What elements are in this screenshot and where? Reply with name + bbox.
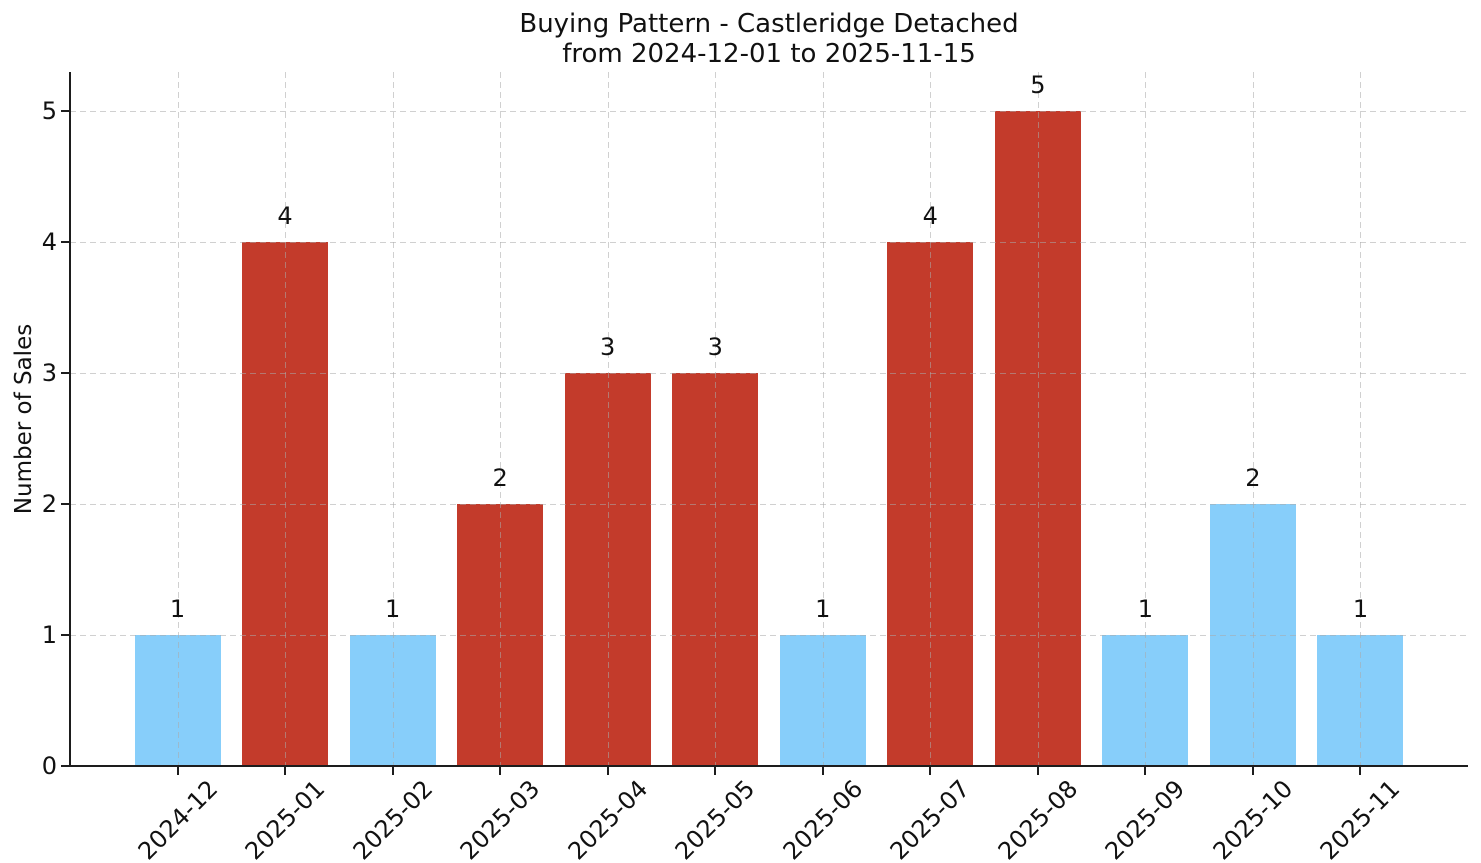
y-tick-label: 3 xyxy=(41,359,57,387)
horizontal-gridline xyxy=(70,241,1468,243)
bar-value-label: 1 xyxy=(169,595,186,623)
bar-value-label: 2 xyxy=(492,464,508,492)
vertical-gridline xyxy=(285,72,287,766)
y-tick-label: 4 xyxy=(41,228,57,256)
vertical-gridline xyxy=(607,72,609,766)
x-tick-mark xyxy=(714,767,717,775)
x-axis-spine xyxy=(63,765,1468,767)
bar-value-label: 2 xyxy=(1245,464,1261,492)
bar-value-label: 3 xyxy=(707,333,723,361)
bar-value-label: 1 xyxy=(1137,595,1154,623)
y-tick-label: 1 xyxy=(41,621,57,649)
x-tick-label: 2025-01 xyxy=(239,774,331,863)
x-tick-mark xyxy=(1251,767,1254,775)
x-tick-label: 2025-02 xyxy=(347,774,438,863)
y-tick-label: 2 xyxy=(41,490,57,518)
chart-title-line1: Buying Pattern - Castleridge Detached xyxy=(519,9,1019,39)
x-tick-mark xyxy=(176,767,179,775)
horizontal-gridline xyxy=(70,110,1468,112)
x-tick-label: 2025-05 xyxy=(669,774,761,863)
y-tick-mark xyxy=(61,372,70,374)
x-tick-mark xyxy=(284,767,287,775)
chart-title-line2: from 2024-12-01 to 2025-11-15 xyxy=(562,39,976,69)
vertical-gridline xyxy=(1037,72,1039,766)
x-tick-mark xyxy=(606,767,609,775)
bar-value-label: 1 xyxy=(384,595,401,623)
bar-value-label: 1 xyxy=(815,595,831,623)
x-tick-mark xyxy=(499,767,502,775)
y-tick-mark xyxy=(61,241,70,243)
bar-value-label: 1 xyxy=(1352,595,1369,623)
y-axis-spine xyxy=(69,72,71,767)
bar-value-label: 5 xyxy=(1030,71,1046,99)
bar-value-label: 3 xyxy=(600,333,616,361)
y-tick-mark xyxy=(61,503,70,505)
horizontal-gridline xyxy=(70,634,1468,636)
vertical-gridline xyxy=(500,72,502,766)
x-tick-label: 2025-06 xyxy=(777,774,869,863)
y-tick-mark xyxy=(61,110,70,112)
x-tick-mark xyxy=(1144,767,1147,775)
x-tick-mark xyxy=(1359,767,1362,775)
x-tick-label: 2025-11 xyxy=(1315,774,1406,863)
vertical-gridline xyxy=(177,72,179,766)
y-tick-label: 0 xyxy=(41,752,57,780)
vertical-gridline xyxy=(1252,72,1254,766)
vertical-gridline xyxy=(715,72,717,766)
y-tick-label: 5 xyxy=(41,97,57,125)
horizontal-gridline xyxy=(70,372,1468,374)
x-tick-mark xyxy=(391,767,394,775)
y-axis-label: Number of Sales xyxy=(11,323,37,515)
chart-title: Buying Pattern - Castleridge Detached fr… xyxy=(70,9,1468,69)
plot-area: 0 1 2 3 4 5 1 2024-12 4 2025-01 1 2025-02 2 2025-03 3 2… xyxy=(42,71,1468,863)
x-tick-label: 2025-08 xyxy=(992,774,1084,863)
x-tick-label: 2024-12 xyxy=(132,774,223,863)
x-tick-label: 2025-09 xyxy=(1100,774,1191,863)
y-tick-mark xyxy=(61,634,70,636)
vertical-gridline xyxy=(1360,72,1362,766)
x-tick-mark xyxy=(1036,767,1039,775)
vertical-gridline xyxy=(1145,72,1147,766)
vertical-gridline xyxy=(930,72,932,766)
bar-value-label: 4 xyxy=(922,202,938,230)
x-tick-label: 2025-07 xyxy=(884,774,976,863)
horizontal-gridline xyxy=(70,503,1468,505)
x-tick-mark xyxy=(821,767,824,775)
bar-value-label: 4 xyxy=(277,202,293,230)
x-tick-label: 2025-04 xyxy=(562,774,654,863)
vertical-gridline xyxy=(822,72,824,766)
vertical-gridline xyxy=(392,72,394,766)
x-tick-label: 2025-03 xyxy=(454,774,546,863)
x-tick-mark xyxy=(929,767,932,775)
x-tick-label: 2025-10 xyxy=(1207,774,1299,863)
